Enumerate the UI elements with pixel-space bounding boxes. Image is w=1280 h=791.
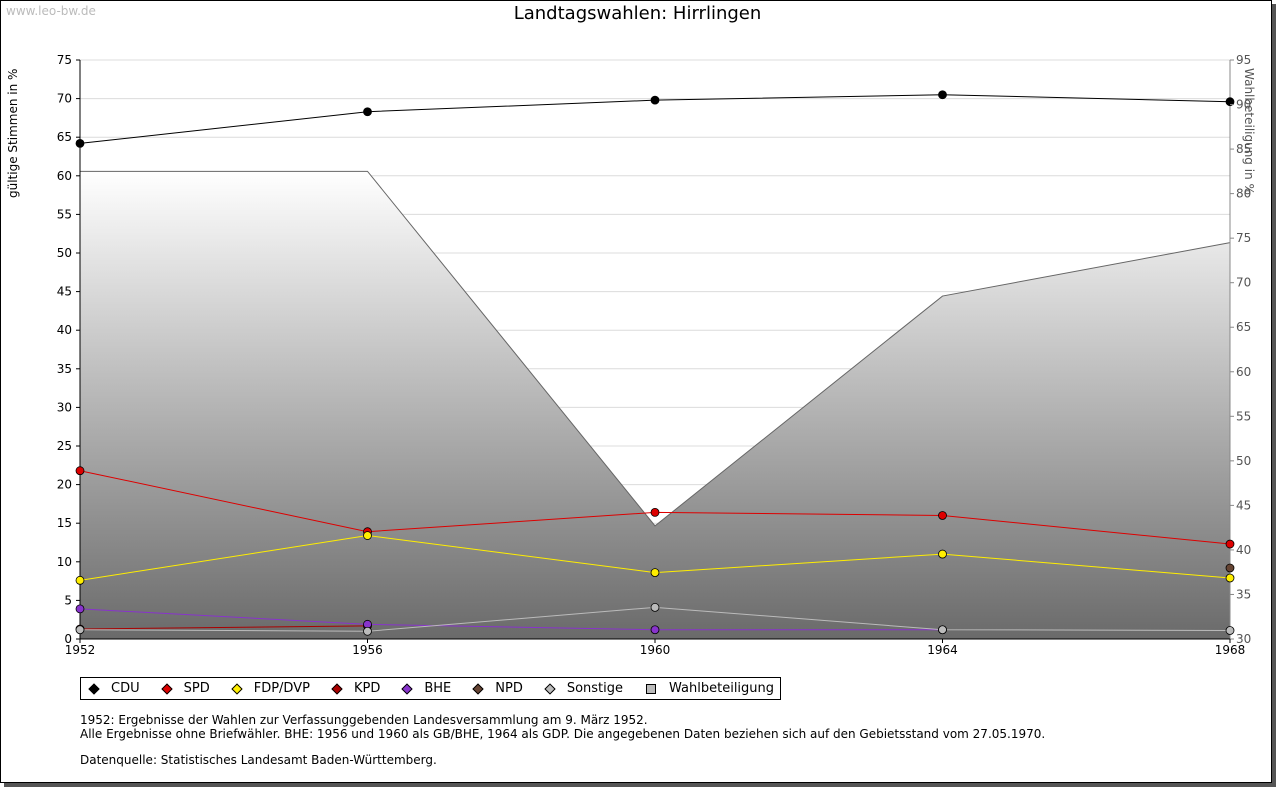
data-point-fdp-dvp (650, 568, 660, 578)
chart-title: Landtagswahlen: Hirrlingen (513, 3, 762, 24)
chart-plot: 0 5 10 15 20 25 30 35 40 45 50 55 60 65 70 75 30 35 40 45 50… (57, 53, 1252, 657)
y-tick-label-left: 20 (57, 478, 72, 492)
legend-item-kpd: KPD (330, 681, 380, 696)
legend-label-bhe: BHE (424, 681, 452, 696)
legend-marker-bhe (401, 682, 413, 695)
data-point-cdu (938, 90, 947, 100)
data-point-cdu (1225, 97, 1235, 107)
legend-item-npd: NPD (471, 681, 523, 696)
data-point-npd (1225, 563, 1235, 573)
data-point-spd (1225, 539, 1235, 549)
watermark: www.leo-bw.de (6, 4, 96, 18)
y-tick-label-left: 75 (57, 53, 72, 67)
data-point-fdp-dvp (938, 549, 947, 559)
legend-label-cdu: CDU (111, 681, 140, 696)
data-point-sonstige (650, 602, 660, 612)
legend-marker-fdp (231, 682, 243, 695)
legend-item-sonstige: Sonstige (543, 681, 623, 696)
turnout-area (80, 171, 1230, 639)
data-point-cdu (363, 107, 372, 117)
legend-marker-npd (472, 682, 484, 695)
y-tick-label-right: 45 (1236, 498, 1251, 512)
legend-item-cdu: CDU (87, 681, 140, 696)
y-tick-label-right: 50 (1236, 454, 1251, 468)
y-tick-label-left: 15 (57, 516, 72, 530)
legend-label-npd: NPD (495, 681, 523, 696)
y-tick-label-right: 60 (1236, 365, 1251, 379)
y-tick-label-right: 95 (1236, 53, 1251, 67)
series-line-bhe (79, 608, 943, 631)
y-tick-label-right: 65 (1236, 320, 1251, 334)
data-point-fdp-dvp (75, 575, 85, 585)
data-point-cdu (75, 138, 85, 148)
legend-item-wahlbeteiligung: Wahlbeteiligung (643, 681, 774, 696)
legend-item-fdp: FDP/DVP (230, 681, 310, 696)
data-point-sonstige (363, 626, 372, 636)
data-point-spd (75, 466, 85, 476)
data-point-spd (938, 511, 947, 520)
y-tick-label-left: 35 (57, 362, 72, 376)
footnotes: 1952: Ergebnisse der Wahlen zur Verfassu… (80, 713, 1045, 741)
y-tick-label-left: 5 (64, 593, 72, 607)
data-point-bhe (75, 604, 85, 614)
data-point-sonstige (938, 625, 947, 635)
y-tick-label-right: 80 (1236, 187, 1251, 201)
y-tick-label-left: 50 (57, 246, 72, 260)
y-tick-label-right: 75 (1236, 231, 1251, 245)
y-tick-label-left: 10 (57, 555, 72, 569)
legend-marker-wahlbeteiligung (646, 683, 657, 694)
y-tick-label-right: 90 (1236, 98, 1251, 112)
x-tick-label: 1964 (927, 643, 958, 657)
legend-label-fdp: FDP/DVP (253, 681, 310, 696)
legend: CDU SPD FDP/DVP KPD BHE NPD Sonstige Wah… (80, 677, 782, 700)
data-point-cdu (650, 95, 660, 105)
x-tick-label: 1956 (352, 643, 383, 657)
data-point-bhe (650, 625, 660, 635)
legend-label-wahlbeteiligung: Wahlbeteiligung (669, 681, 775, 696)
y-tick-label-right: 70 (1236, 276, 1251, 290)
x-tick-label: 1968 (1215, 643, 1246, 657)
x-tick-label: 1960 (640, 643, 671, 657)
series-line-kpd (79, 625, 368, 630)
data-point-sonstige (1225, 626, 1235, 635)
legend-label-sonstige: Sonstige (566, 681, 624, 696)
legend-marker-kpd (331, 682, 343, 695)
legend-item-spd: SPD (160, 681, 210, 696)
legend-marker-sonstige (544, 682, 556, 695)
data-point-fdp-dvp (1225, 573, 1235, 583)
legend-marker-cdu (88, 682, 100, 695)
y-tick-label-left: 40 (57, 323, 72, 337)
legend-marker-spd (160, 682, 173, 695)
y-tick-label-right: 55 (1236, 409, 1251, 423)
y-tick-label-right: 40 (1236, 543, 1251, 557)
y-tick-label-right: 35 (1236, 587, 1251, 601)
y-tick-label-left: 0 (64, 632, 72, 646)
data-point-fdp-dvp (363, 531, 372, 540)
legend-item-bhe: BHE (400, 681, 451, 696)
footnote-2: Alle Ergebnisse ohne Briefwähler. BHE: 1… (80, 727, 1046, 741)
y-tick-label-left: 25 (57, 439, 72, 453)
y-tick-label-left: 30 (57, 400, 72, 414)
footnote-1: 1952: Ergebnisse der Wahlen zur Verfassu… (80, 713, 648, 727)
y-tick-label-left: 60 (57, 169, 72, 183)
data-point-spd (650, 507, 660, 517)
x-tick-label: 1952 (65, 643, 96, 657)
data-point-sonstige (75, 625, 85, 635)
y-tick-label-left: 55 (57, 207, 72, 221)
legend-label-spd: SPD (183, 681, 210, 696)
y-tick-label-left: 70 (57, 92, 72, 106)
data-source: Datenquelle: Statistisches Landesamt Bad… (80, 753, 437, 767)
y-tick-label-left: 45 (57, 285, 72, 299)
turnout-line (80, 170, 1231, 527)
y-tick-label-right: 30 (1236, 632, 1251, 646)
legend-label-kpd: KPD (353, 681, 381, 696)
y-tick-label-right: 85 (1236, 142, 1251, 156)
y-tick-label-left: 65 (57, 130, 72, 144)
